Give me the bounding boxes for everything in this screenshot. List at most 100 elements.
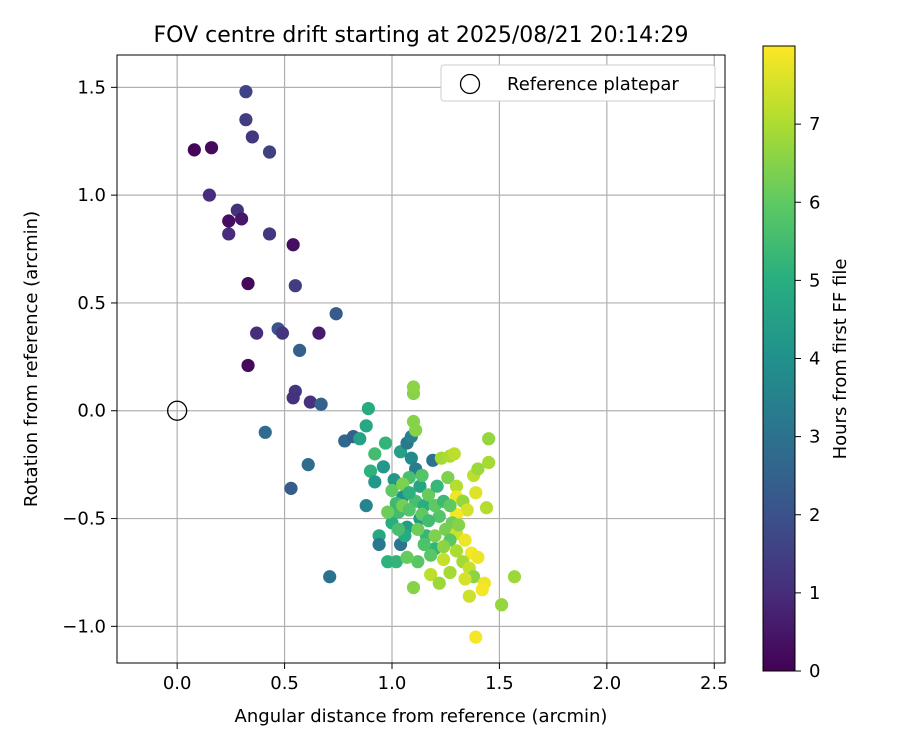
scatter-point <box>239 85 253 99</box>
scatter-point <box>441 470 455 485</box>
y-tick-label: 0.0 <box>77 401 106 422</box>
scatter-point <box>413 479 427 493</box>
scatter-point <box>222 227 236 241</box>
scatter-point <box>323 570 337 584</box>
scatter-point <box>462 589 476 603</box>
scatter-point <box>187 143 201 157</box>
scatter-point <box>250 326 264 340</box>
y-tick-label: 1.5 <box>77 77 106 98</box>
scatter-point <box>439 522 453 536</box>
scatter-point <box>235 212 249 226</box>
scatter-point <box>284 481 298 495</box>
x-axis: 0.0 0.5 1.0 1.5 2.0 2.5 <box>163 663 729 694</box>
scatter-point <box>424 548 438 562</box>
scatter-point <box>443 565 457 580</box>
scatter-point <box>303 395 317 409</box>
colorbar-tick-label: 2 <box>809 505 820 526</box>
scatter-point <box>471 462 485 476</box>
scatter-point <box>411 522 425 536</box>
scatter-point <box>409 423 423 437</box>
scatter-point <box>469 630 483 644</box>
scatter-point <box>469 486 483 500</box>
colorbar-tick-label: 3 <box>809 427 820 448</box>
scatter-point <box>286 238 300 252</box>
scatter-point <box>262 145 277 159</box>
legend-box <box>440 64 716 102</box>
scatter-point <box>222 214 236 228</box>
scatter-point <box>359 499 373 513</box>
colorbar-tick-label: 0 <box>809 661 820 682</box>
scatter-point <box>451 518 466 532</box>
scatter-point <box>389 555 403 569</box>
colorbar-label: Hours from first FF file <box>830 259 851 460</box>
reference-marker <box>167 400 188 421</box>
scatter-point <box>368 475 382 489</box>
x-tick-label: 1.0 <box>378 673 407 694</box>
scatter-point <box>391 522 406 536</box>
scatter-point <box>363 464 378 478</box>
y-axis-label: Rotation from reference (arcmin) <box>21 211 42 507</box>
scatter-point <box>411 555 425 569</box>
scatter-point <box>436 552 451 567</box>
scatter-point <box>458 572 472 586</box>
legend: Reference platepar <box>440 64 716 102</box>
scatter-point <box>436 539 451 554</box>
scatter-point <box>329 307 343 321</box>
scatter-point <box>415 468 429 483</box>
scatter-point <box>239 113 253 127</box>
y-tick-label: −0.5 <box>62 509 106 530</box>
colorbar-tick-label: 7 <box>809 114 820 135</box>
colorbar-tick-label: 4 <box>809 349 820 370</box>
scatter-point <box>204 141 219 155</box>
scatter-point <box>482 455 496 470</box>
colorbar <box>762 45 796 672</box>
scatter-point <box>241 358 255 373</box>
scatter-point <box>275 326 290 340</box>
plot-frame <box>116 54 726 664</box>
scatter-point <box>449 479 464 493</box>
colorbar-tick-label: 6 <box>809 192 820 213</box>
scatter-point <box>258 425 272 439</box>
scatter-point <box>458 533 472 547</box>
y-tick-label: −1.0 <box>62 616 106 637</box>
scatter-points <box>187 85 522 644</box>
colorbar-ticks: 0 1 2 3 4 5 6 7 <box>795 114 820 682</box>
scatter-point <box>449 544 464 558</box>
y-tick-label: 1.0 <box>77 185 106 206</box>
scatter-point <box>406 580 421 595</box>
scatter-point <box>381 505 395 519</box>
scatter-point <box>482 432 496 446</box>
scatter-point <box>400 550 414 564</box>
gridlines <box>117 55 725 663</box>
scatter-point <box>359 419 373 433</box>
scatter-point <box>378 436 393 450</box>
scatter-point <box>479 501 494 515</box>
scatter-point <box>460 503 474 517</box>
scatter-point <box>361 401 375 416</box>
scatter-point <box>406 380 421 394</box>
x-tick-label: 0.0 <box>163 673 192 694</box>
scatter-point <box>432 576 446 590</box>
scatter-point <box>245 130 259 144</box>
scatter-point <box>293 343 307 357</box>
scatter-point <box>402 503 416 517</box>
x-tick-label: 0.5 <box>270 673 299 694</box>
scatter-point <box>432 509 446 523</box>
legend-entry: Reference platepar <box>507 74 679 95</box>
scatter-point <box>428 529 442 543</box>
scatter-point <box>202 188 216 202</box>
scatter-point <box>471 550 485 564</box>
scatter-point <box>447 447 461 461</box>
scatter-point <box>417 537 431 552</box>
x-tick-label: 2.5 <box>700 673 729 694</box>
scatter-point <box>421 514 436 528</box>
scatter-point <box>385 483 399 498</box>
scatter-point <box>353 432 367 446</box>
scatter-point <box>402 486 416 500</box>
scatter-point <box>372 537 386 552</box>
x-tick-label: 2.0 <box>593 673 622 694</box>
scatter-point <box>475 583 489 597</box>
scatter-point <box>314 397 328 411</box>
legend-marker <box>459 73 481 95</box>
